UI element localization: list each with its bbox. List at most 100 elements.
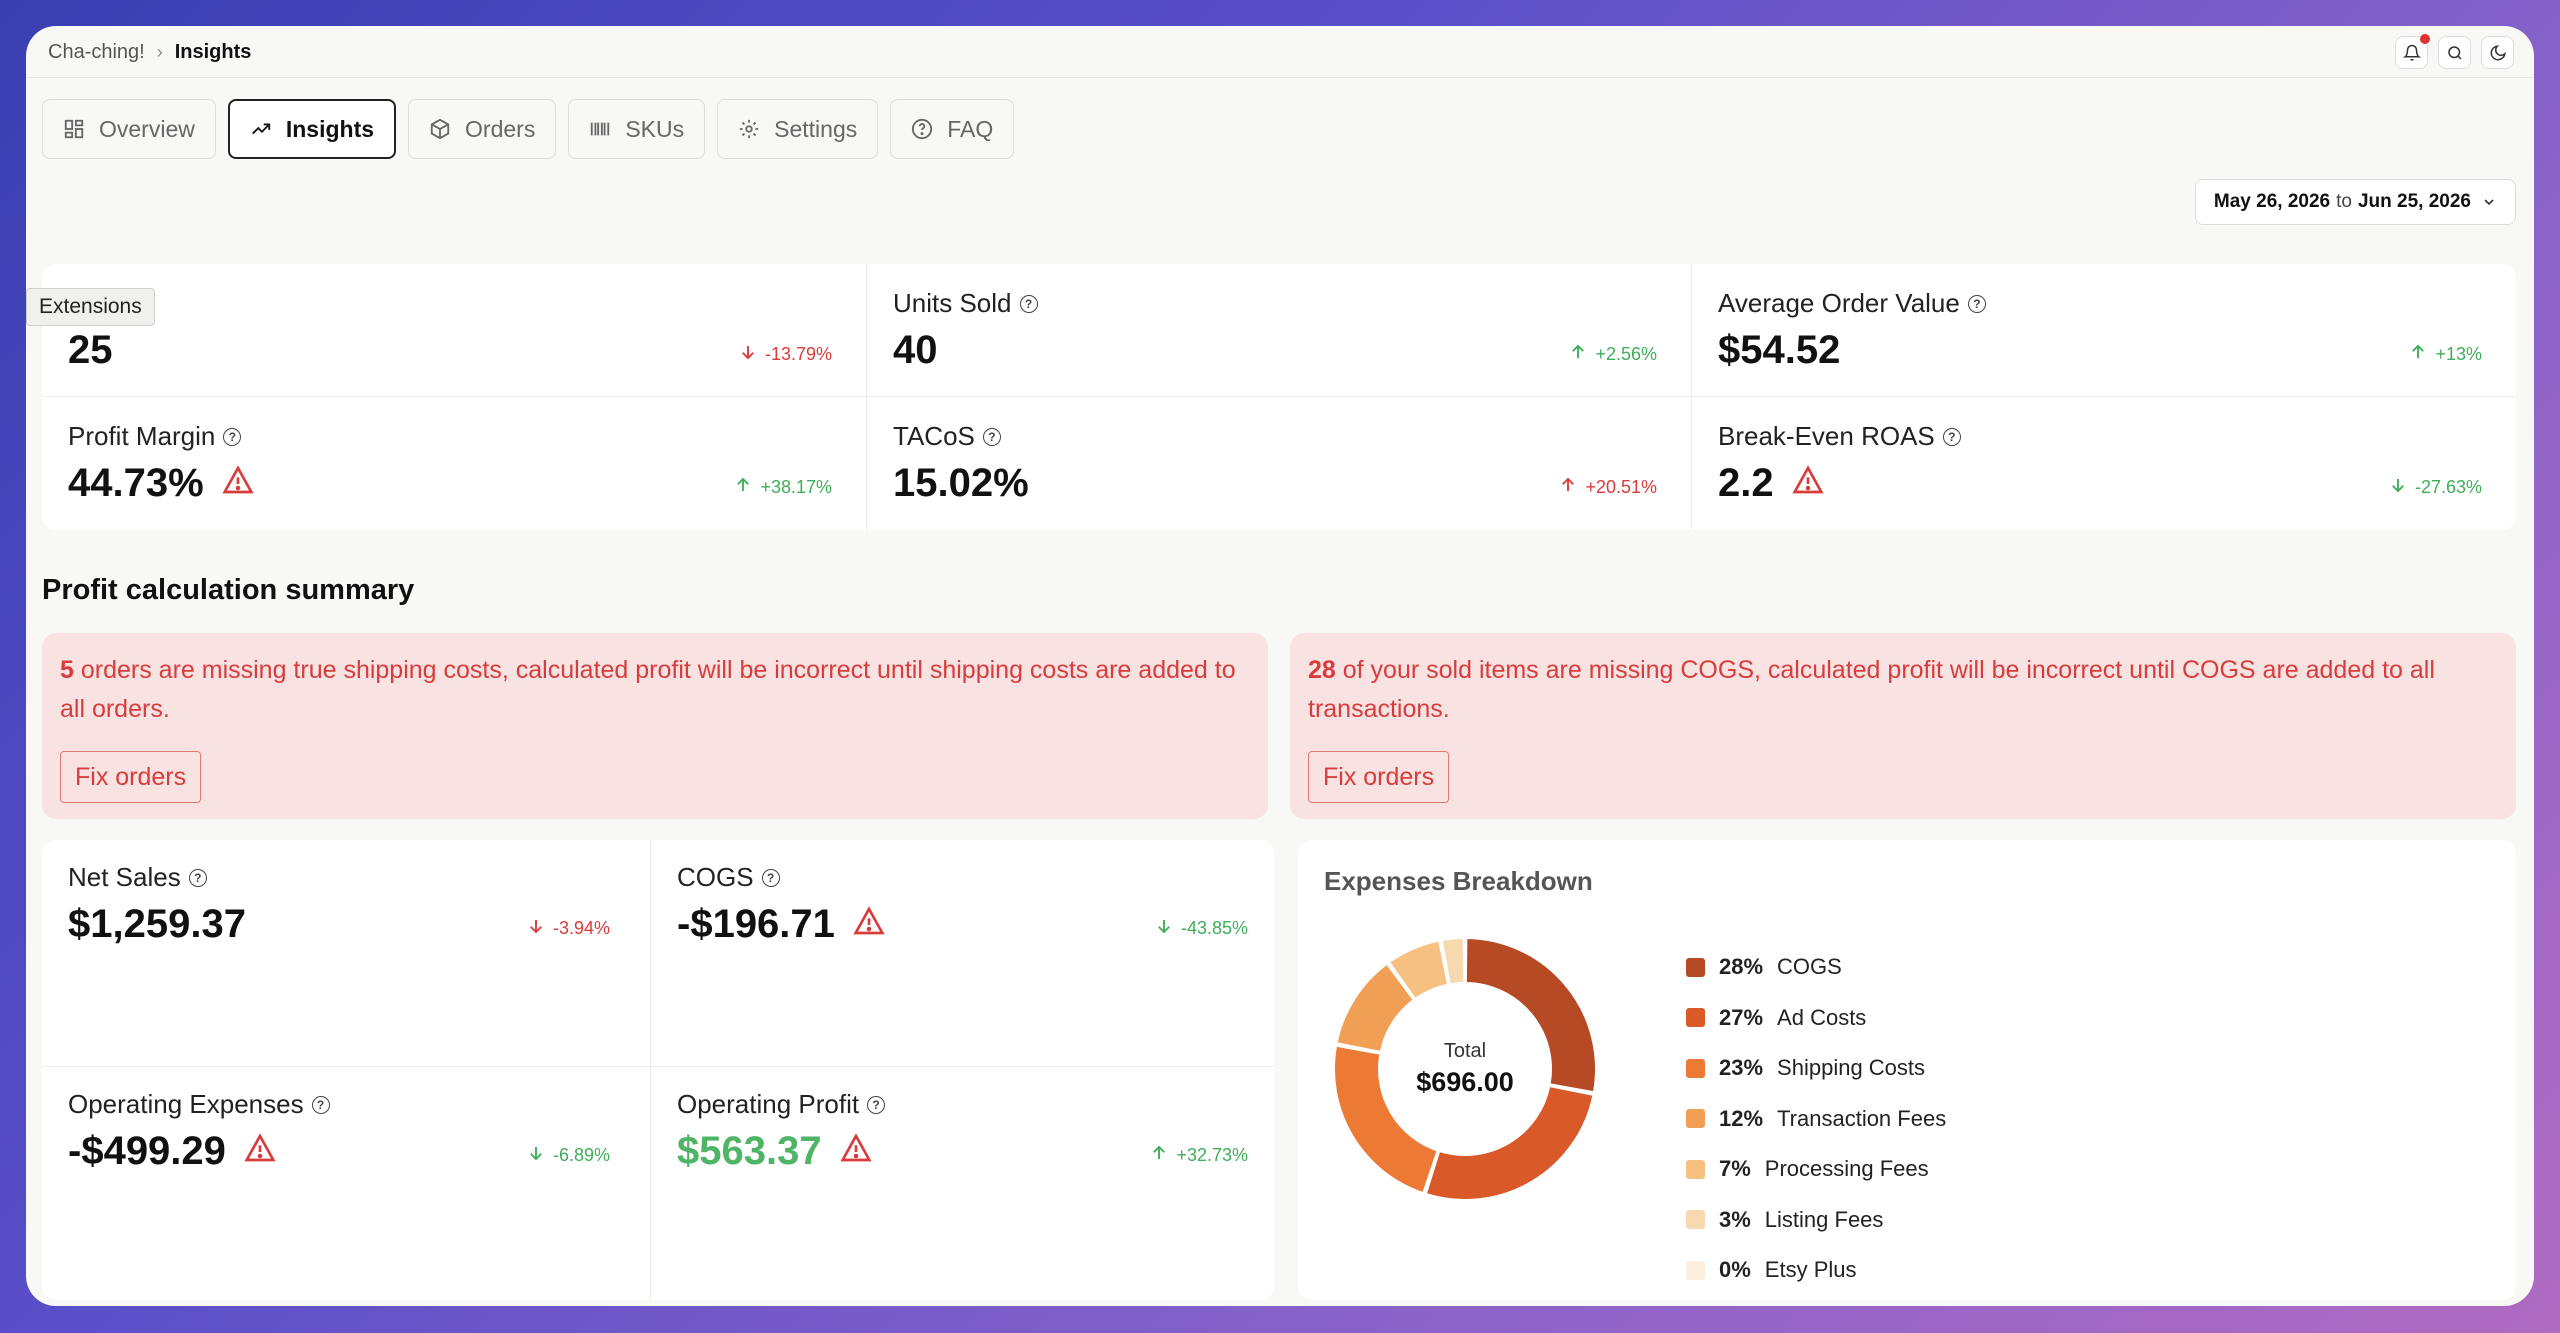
- legend-label: Processing Fees: [1764, 1156, 1929, 1182]
- alert-text: 28 of your sold items are missing COGS, …: [1308, 656, 2435, 723]
- kpi-change: +20.51%: [1559, 476, 1657, 499]
- help-icon[interactable]: ?: [1967, 294, 1986, 313]
- expenses-breakdown-card: Expenses Breakdown Total $696.00 28% COGS…: [1298, 840, 2516, 1300]
- fin-card-cogs: COGS? -$196.71 -43.85%: [651, 840, 1274, 1067]
- kpi-change: +38.17%: [734, 476, 832, 499]
- top-icons: [2395, 34, 2514, 69]
- warning-icon[interactable]: [839, 1129, 872, 1174]
- search-button[interactable]: [2438, 36, 2471, 69]
- kpi-label: Profit Margin?: [68, 421, 242, 452]
- legend-percent: 12%: [1719, 1105, 1764, 1131]
- tab-label: Overview: [99, 115, 195, 142]
- moon-icon: [2490, 44, 2506, 60]
- legend-swatch: [1686, 1210, 1705, 1230]
- tab-overview[interactable]: Overview: [42, 99, 216, 159]
- donut-slice[interactable]: [1440, 936, 1466, 986]
- tab-faq[interactable]: FAQ: [890, 99, 1015, 159]
- financials-grid: Net Sales? $1,259.37 -3.94% COGS? -$196.…: [42, 840, 1274, 1300]
- arrow-down-icon: [1155, 917, 1173, 940]
- tab-skus[interactable]: SKUs: [568, 99, 706, 159]
- kpi-label: Units Sold?: [893, 288, 1038, 319]
- arrow-up-icon: [2409, 343, 2427, 366]
- kpi-change: -13.79%: [739, 343, 832, 366]
- fin-value: -$196.71: [677, 902, 885, 947]
- arrow-down-icon: [739, 343, 757, 366]
- kpi-card-tacos: TACoS? 15.02% +20.51%: [867, 397, 1692, 530]
- kpi-card-units-sold: Units Sold? 40 +2.56%: [867, 264, 1692, 397]
- warning-icon[interactable]: [244, 1129, 276, 1174]
- arrow-up-icon: [1569, 343, 1587, 366]
- help-icon[interactable]: ?: [1942, 427, 1961, 446]
- tab-label: Orders: [465, 115, 536, 142]
- breakdown-title: Expenses Breakdown: [1324, 866, 1593, 896]
- help-icon[interactable]: ?: [761, 868, 780, 887]
- legend-label: Shipping Costs: [1777, 1055, 1926, 1081]
- legend-swatch: [1686, 1109, 1705, 1129]
- fix-orders-button[interactable]: Fix orders: [60, 751, 202, 803]
- help-icon[interactable]: ?: [867, 1095, 886, 1114]
- legend-percent: 7%: [1719, 1156, 1751, 1182]
- help-icon[interactable]: ?: [311, 1095, 330, 1114]
- shipping-alert: 5 orders are missing true shipping costs…: [42, 633, 1268, 819]
- legend-swatch: [1686, 1260, 1705, 1280]
- fin-label: Net Sales?: [68, 862, 207, 893]
- warning-icon[interactable]: [222, 461, 254, 506]
- legend-label: Ad Costs: [1777, 1004, 1867, 1030]
- nav-tabs: Overview Insights Orders SKUs Settings F…: [42, 99, 1015, 159]
- tab-insights[interactable]: Insights: [227, 99, 397, 159]
- legend-percent: 3%: [1719, 1206, 1751, 1232]
- legend-item: 27% Ad Costs: [1686, 993, 1946, 1044]
- kpi-value: 15.02%: [893, 461, 1029, 505]
- fin-value: $563.37: [677, 1129, 872, 1174]
- chevron-down-icon: [2484, 199, 2494, 206]
- tab-settings[interactable]: Settings: [717, 99, 879, 159]
- fix-orders-button[interactable]: Fix orders: [1308, 751, 1450, 803]
- help-icon[interactable]: ?: [223, 427, 242, 446]
- legend-percent: 27%: [1719, 1004, 1764, 1030]
- help-circle-icon: [912, 118, 933, 140]
- help-icon[interactable]: ?: [1019, 294, 1038, 313]
- notifications-button[interactable]: [2395, 34, 2430, 69]
- warning-icon[interactable]: [853, 902, 885, 947]
- legend-swatch: [1686, 957, 1705, 977]
- fin-change: -3.94%: [527, 917, 610, 940]
- app-window: Cha-ching! › Insights Overview Insights: [26, 26, 2534, 1306]
- legend-item: 12% Transaction Fees: [1686, 1094, 1946, 1145]
- arrow-up-icon: [1150, 1144, 1168, 1167]
- arrow-up-icon: [734, 476, 752, 499]
- legend-swatch: [1686, 1008, 1705, 1028]
- expenses-donut-chart: [1333, 936, 1597, 1201]
- breadcrumb-current: Insights: [174, 41, 252, 63]
- barcode-icon: [591, 122, 610, 136]
- breadcrumb-app[interactable]: Cha-ching!: [48, 41, 145, 63]
- notification-dot: [2420, 34, 2430, 44]
- breakdown-legend: 28% COGS 27% Ad Costs 23% Shipping Costs 12% Tr…: [1686, 942, 1946, 1296]
- top-bar: Cha-ching! › Insights: [26, 26, 2534, 78]
- fin-card-operating-profit: Operating Profit? $563.37 +32.73%: [651, 1067, 1274, 1300]
- kpi-card: ? 25 -13.79%: [42, 264, 867, 397]
- arrow-down-icon: [2389, 476, 2407, 499]
- fin-change: -43.85%: [1155, 917, 1248, 940]
- fin-label: COGS?: [677, 862, 780, 893]
- warning-icon[interactable]: [1792, 461, 1824, 506]
- kpi-value: 25: [68, 328, 113, 372]
- tab-orders[interactable]: Orders: [408, 99, 557, 159]
- breadcrumb: Cha-ching! › Insights: [48, 41, 251, 64]
- legend-percent: 0%: [1719, 1257, 1751, 1283]
- bell-icon: [2402, 44, 2421, 60]
- donut-slice[interactable]: [1387, 939, 1450, 1001]
- theme-toggle-button[interactable]: [2481, 36, 2514, 69]
- donut-slice[interactable]: [1424, 1084, 1595, 1201]
- donut-slice[interactable]: [1335, 962, 1416, 1054]
- tab-label: Insights: [285, 115, 375, 142]
- tab-label: FAQ: [947, 115, 994, 142]
- help-icon[interactable]: ?: [188, 868, 207, 887]
- donut-slice[interactable]: [1333, 1044, 1439, 1195]
- legend-percent: 23%: [1719, 1055, 1764, 1081]
- date-range-picker[interactable]: May 26, 2026 to Jun 25, 2026: [2194, 179, 2516, 225]
- date-range-start: May 26, 2026: [2213, 191, 2331, 212]
- alert-text: 5 orders are missing true shipping costs…: [60, 656, 1236, 723]
- help-icon[interactable]: ?: [982, 427, 1001, 446]
- legend-swatch: [1686, 1058, 1705, 1078]
- donut-slice[interactable]: [1464, 936, 1597, 1094]
